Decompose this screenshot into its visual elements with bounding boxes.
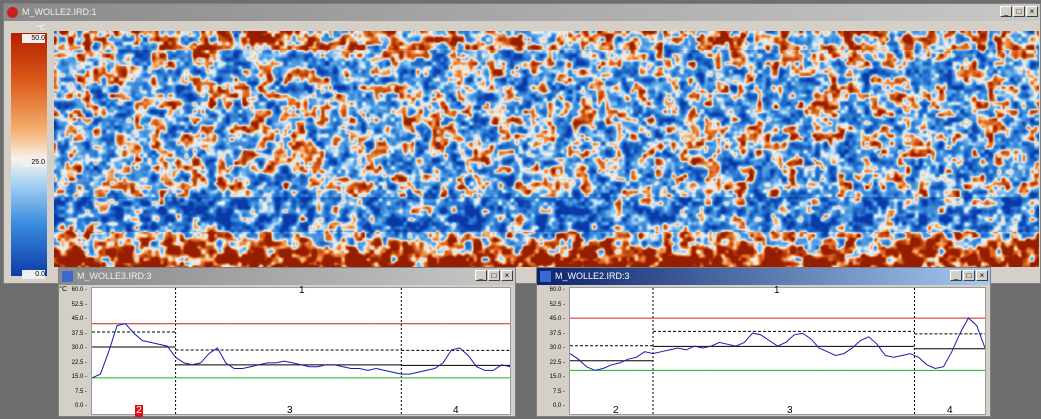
selected-segment-marker[interactable]: 2 — [135, 405, 143, 417]
temperature-profile-line — [569, 317, 986, 371]
y-tick-label: 15.0 - — [549, 374, 565, 380]
profile-window-2: M_WOLLE2.IRD:3 _ □ × 60.0 - 52.5 - 45.0 - 3… — [536, 267, 991, 417]
y-tick-label: 45.0 - — [71, 316, 87, 322]
y-tick-label: 52.5 - — [71, 301, 87, 308]
scale-mid: 25.0 — [22, 158, 45, 167]
app-icon — [62, 271, 73, 282]
thermogram-image[interactable] — [54, 31, 1039, 267]
y-tick-label: 22.5 - — [71, 359, 87, 366]
y-tick-label: 30.0 - — [71, 345, 87, 351]
color-scale: °C 50.0 25.0 0.0 — [8, 24, 52, 281]
app-icon — [7, 7, 18, 18]
segment-label-3: 3 — [287, 405, 293, 416]
profile-title-1: M_WOLLE3.IRD:3 — [77, 271, 152, 281]
temperature-profile-line — [91, 323, 511, 379]
segment-label-4: 4 — [453, 405, 459, 416]
profile-title-bar-2[interactable]: M_WOLLE2.IRD:3 _ □ × — [537, 268, 990, 285]
y-tick-label: 45.0 - — [549, 316, 565, 322]
profile-title-2: M_WOLLE2.IRD:3 — [555, 271, 630, 281]
y-tick-label: 37.5 - — [549, 330, 565, 337]
y-tick-label: 0.0 - — [74, 403, 87, 409]
app-icon — [540, 271, 551, 282]
close-button[interactable]: × — [501, 270, 513, 281]
y-tick-label: 60.0 - — [549, 287, 565, 293]
segment-label-4: 4 — [947, 405, 953, 416]
y-tick-label: 37.5 - — [71, 330, 87, 337]
profile-title-bar-1[interactable]: M_WOLLE3.IRD:3 _ □ × — [59, 268, 515, 285]
y-tick-label: 60.0 - — [71, 287, 87, 293]
segment-label-2: 2 — [613, 405, 619, 416]
y-tick-label: 0.0 - — [552, 403, 565, 409]
maximize-button[interactable]: □ — [1013, 6, 1025, 17]
minimize-button[interactable]: _ — [950, 270, 962, 281]
segment-label-1: 1 — [774, 285, 780, 296]
main-title-bar[interactable]: M_WOLLE2.IRD:1 _ □ × — [4, 4, 1040, 21]
close-button[interactable]: × — [976, 270, 988, 281]
profile-plot-1[interactable] — [91, 287, 511, 415]
y-tick-label: 7.5 - — [74, 388, 87, 395]
color-scale-bar — [11, 33, 47, 276]
y-tick-label: 30.0 - — [549, 345, 565, 351]
main-title: M_WOLLE2.IRD:1 — [22, 7, 97, 17]
minimize-button[interactable]: _ — [1000, 6, 1012, 17]
y-tick-label: 15.0 - — [71, 374, 87, 380]
profile-chart-2[interactable] — [569, 288, 986, 414]
scale-unit: °C — [37, 25, 45, 32]
y-unit: °C — [59, 286, 67, 293]
scale-min: 0.0 — [22, 270, 45, 279]
y-tick-label: 22.5 - — [549, 359, 565, 366]
minimize-button[interactable]: _ — [475, 270, 487, 281]
scale-max: 50.0 — [22, 34, 45, 43]
y-tick-label: 7.5 - — [552, 388, 565, 395]
maximize-button[interactable]: □ — [488, 270, 500, 281]
segment-label-3: 3 — [787, 405, 793, 416]
close-button[interactable]: × — [1026, 6, 1038, 17]
profile-chart-1[interactable] — [91, 288, 511, 414]
y-tick-label: 52.5 - — [549, 301, 565, 308]
profile-plot-2[interactable] — [569, 287, 986, 415]
segment-label-1: 1 — [299, 285, 305, 296]
profile-window-1: M_WOLLE3.IRD:3 _ □ × °C 60.0 - 52.5 - 45.0… — [58, 267, 516, 417]
maximize-button[interactable]: □ — [963, 270, 975, 281]
